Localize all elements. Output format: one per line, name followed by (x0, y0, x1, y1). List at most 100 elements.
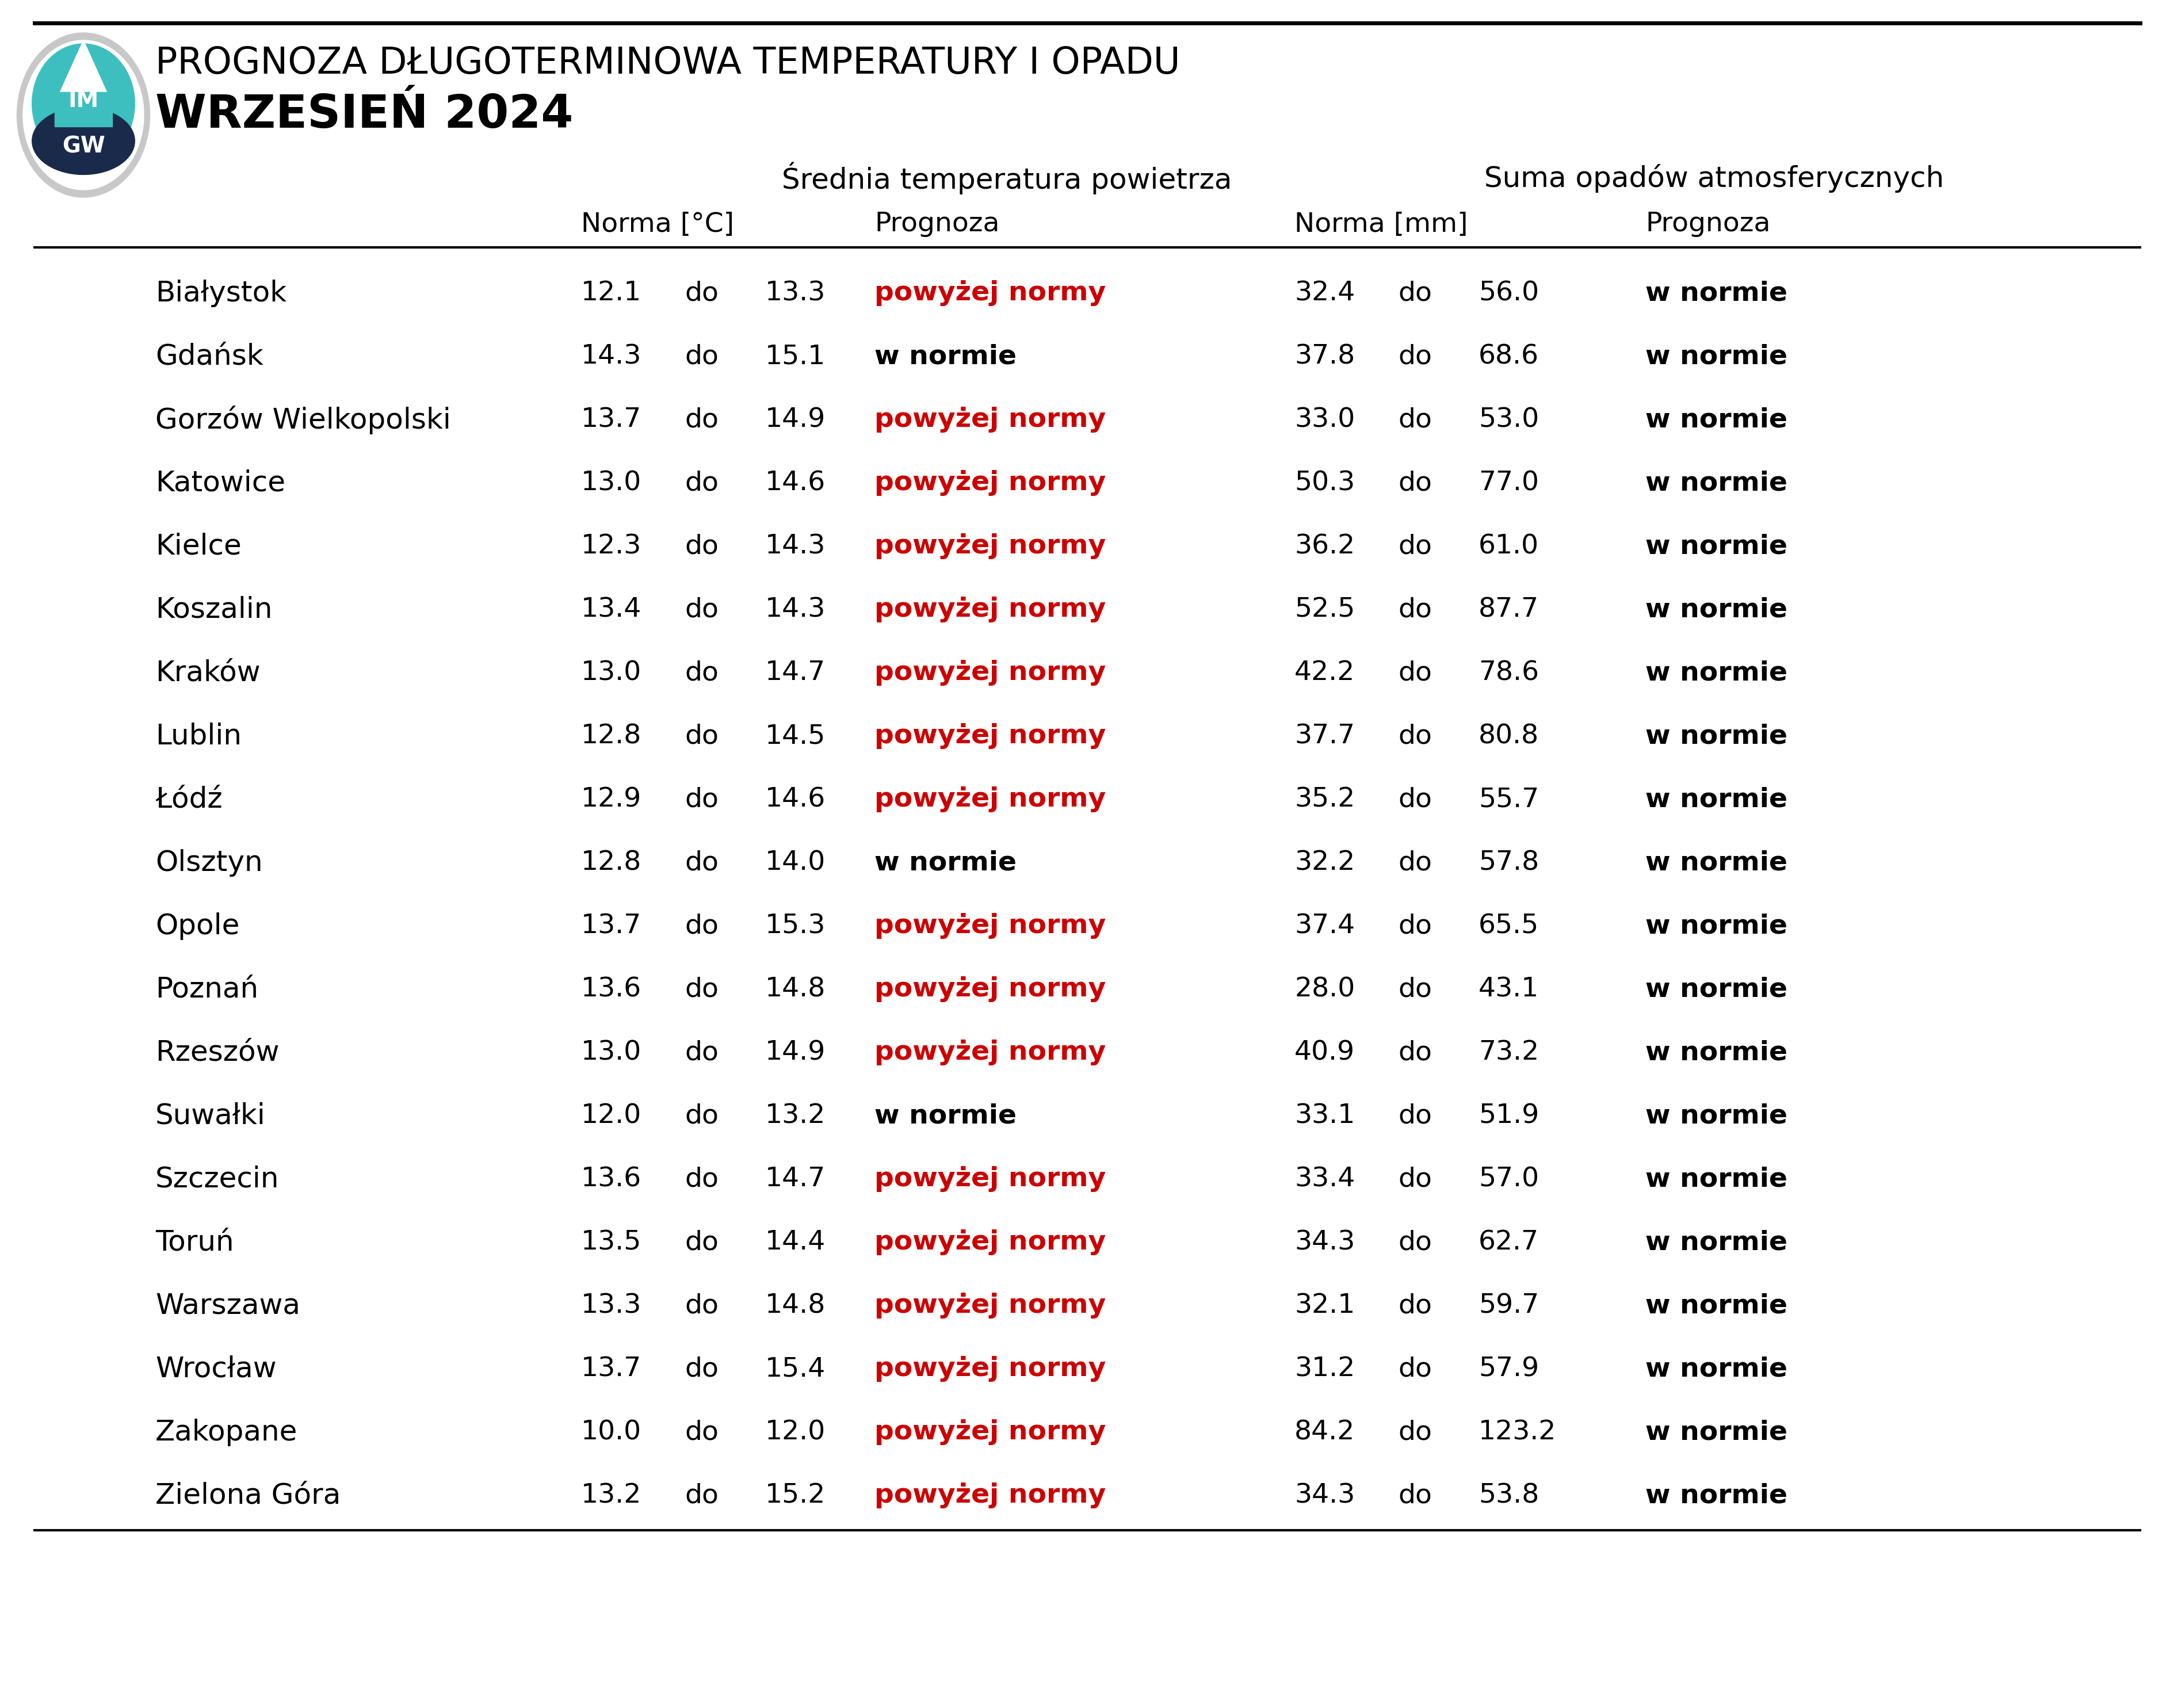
Text: powyżej normy: powyżej normy (874, 1167, 1107, 1192)
Text: PROGNOZA DŁUGOTERMINOWA TEMPERATURY I OPADU: PROGNOZA DŁUGOTERMINOWA TEMPERATURY I OP… (154, 46, 1180, 80)
Text: w normie: w normie (1646, 1293, 1787, 1319)
Text: 14.7: 14.7 (765, 659, 826, 687)
Text: do: do (1398, 1103, 1430, 1129)
Text: 73.2: 73.2 (1478, 1040, 1539, 1066)
Text: do: do (685, 1040, 717, 1066)
Text: 28.0: 28.0 (1294, 977, 1354, 1003)
Text: do: do (1398, 1230, 1430, 1255)
Text: 15.4: 15.4 (765, 1356, 826, 1382)
Text: 14.7: 14.7 (765, 1167, 826, 1192)
Ellipse shape (24, 41, 143, 190)
Text: w normie: w normie (1646, 659, 1787, 687)
Text: do: do (685, 470, 717, 497)
Text: 14.3: 14.3 (765, 596, 826, 623)
Text: 12.9: 12.9 (580, 787, 641, 813)
Text: Katowice: Katowice (154, 470, 285, 497)
Text: 13.0: 13.0 (580, 659, 641, 687)
Text: w normie: w normie (1646, 1103, 1787, 1129)
Text: Szczecin: Szczecin (154, 1165, 278, 1194)
Text: w normie: w normie (1646, 1356, 1787, 1382)
Text: 80.8: 80.8 (1478, 724, 1539, 750)
Text: 43.1: 43.1 (1478, 977, 1539, 1003)
Text: Norma [mm]: Norma [mm] (1294, 212, 1467, 237)
Text: do: do (685, 343, 717, 369)
Text: 13.2: 13.2 (765, 1103, 826, 1129)
Text: powyżej normy: powyżej normy (874, 280, 1107, 306)
Text: Toruń: Toruń (154, 1228, 235, 1257)
Text: 14.6: 14.6 (765, 787, 826, 813)
Text: 12.1: 12.1 (580, 280, 641, 306)
Text: w normie: w normie (1646, 1040, 1787, 1066)
Text: Suma opadów atmosferycznych: Suma opadów atmosferycznych (1485, 164, 1944, 193)
Text: Średnia temperatura powietrza: Średnia temperatura powietrza (780, 162, 1230, 195)
Text: powyżej normy: powyżej normy (874, 977, 1107, 1003)
Text: do: do (685, 851, 717, 876)
Text: powyżej normy: powyżej normy (874, 659, 1107, 687)
Text: 68.6: 68.6 (1478, 343, 1539, 369)
Text: do: do (685, 1356, 717, 1382)
Text: do: do (1398, 851, 1430, 876)
Text: powyżej normy: powyżej normy (874, 1483, 1107, 1508)
Ellipse shape (33, 108, 135, 174)
Text: w normie: w normie (874, 1103, 1015, 1129)
Text: w normie: w normie (1646, 533, 1787, 560)
Text: 13.5: 13.5 (580, 1230, 641, 1255)
Text: 12.8: 12.8 (580, 724, 641, 750)
Text: do: do (685, 407, 717, 432)
Text: 77.0: 77.0 (1478, 470, 1539, 497)
Text: 123.2: 123.2 (1478, 1419, 1557, 1445)
Text: Warszawa: Warszawa (154, 1291, 300, 1320)
Text: 15.1: 15.1 (765, 343, 826, 369)
Text: 37.4: 37.4 (1294, 914, 1354, 939)
Text: WRZESIEŃ 2024: WRZESIEŃ 2024 (154, 92, 574, 137)
Text: Kielce: Kielce (154, 533, 241, 560)
Ellipse shape (17, 32, 150, 198)
Text: powyżej normy: powyżej normy (874, 1293, 1107, 1319)
Text: do: do (1398, 1293, 1430, 1319)
Text: 13.2: 13.2 (580, 1483, 641, 1508)
Text: 14.3: 14.3 (765, 533, 826, 560)
Text: 12.0: 12.0 (765, 1419, 826, 1445)
Text: do: do (685, 1293, 717, 1319)
Text: 53.0: 53.0 (1478, 407, 1539, 432)
Text: w normie: w normie (1646, 914, 1787, 939)
Text: do: do (685, 280, 717, 306)
Text: w normie: w normie (1646, 977, 1787, 1003)
Text: 51.9: 51.9 (1478, 1103, 1539, 1129)
Text: w normie: w normie (1646, 470, 1787, 497)
Text: 34.3: 34.3 (1294, 1483, 1354, 1508)
Text: 62.7: 62.7 (1478, 1230, 1539, 1255)
Text: do: do (685, 787, 717, 813)
Text: powyżej normy: powyżej normy (874, 470, 1107, 497)
Text: 87.7: 87.7 (1478, 596, 1539, 623)
Text: 57.8: 57.8 (1478, 851, 1539, 876)
Text: 40.9: 40.9 (1294, 1040, 1354, 1066)
Text: 59.7: 59.7 (1478, 1293, 1539, 1319)
Text: do: do (1398, 1040, 1430, 1066)
Text: 14.9: 14.9 (765, 1040, 826, 1066)
Text: 14.8: 14.8 (765, 977, 826, 1003)
Text: do: do (1398, 1356, 1430, 1382)
Text: 65.5: 65.5 (1478, 914, 1539, 939)
Text: powyżej normy: powyżej normy (874, 787, 1107, 813)
Text: 13.0: 13.0 (580, 470, 641, 497)
Text: 13.0: 13.0 (580, 1040, 641, 1066)
Text: 13.6: 13.6 (580, 1167, 641, 1192)
Text: 52.5: 52.5 (1294, 596, 1354, 623)
Text: do: do (1398, 659, 1430, 687)
Text: Prognoza: Prognoza (1646, 212, 1770, 237)
Text: do: do (685, 596, 717, 623)
Text: 57.0: 57.0 (1478, 1167, 1539, 1192)
Text: w normie: w normie (1646, 1230, 1787, 1255)
Text: IM: IM (67, 91, 98, 111)
Text: Olsztyn: Olsztyn (154, 849, 263, 876)
Text: 12.8: 12.8 (580, 851, 641, 876)
Text: w normie: w normie (1646, 343, 1787, 369)
Text: do: do (685, 1483, 717, 1508)
Text: Prognoza: Prognoza (874, 212, 1000, 237)
Text: w normie: w normie (1646, 1419, 1787, 1445)
Text: Suwałki: Suwałki (154, 1102, 265, 1131)
Text: do: do (1398, 343, 1430, 369)
Text: 32.4: 32.4 (1294, 280, 1354, 306)
Ellipse shape (33, 44, 135, 164)
